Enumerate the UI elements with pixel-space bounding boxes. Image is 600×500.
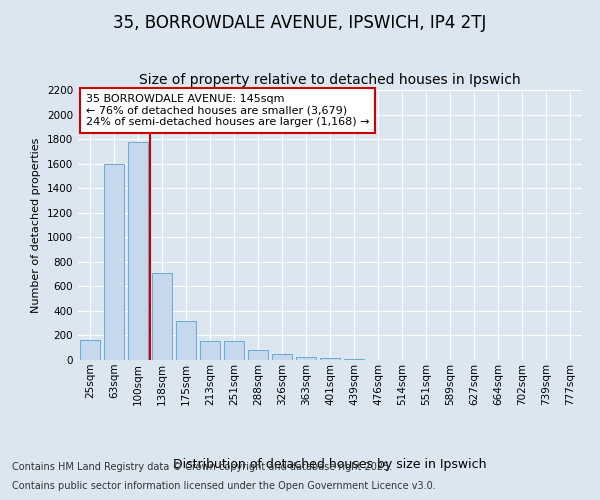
Bar (152, 273, 172, 360)
Bar (176, 322, 196, 360)
Text: 35, BORROWDALE AVENUE, IPSWICH, IP4 2TJ: 35, BORROWDALE AVENUE, IPSWICH, IP4 2TJ (113, 14, 487, 32)
Bar (320, 358, 340, 360)
Y-axis label: Number of detached properties: Number of detached properties (31, 138, 41, 312)
Bar (224, 341, 244, 360)
Bar (104, 164, 124, 360)
Bar (344, 359, 364, 360)
Bar (80, 340, 100, 360)
Text: Contains HM Land Registry data © Crown copyright and database right 2025.: Contains HM Land Registry data © Crown c… (12, 462, 392, 472)
Title: Size of property relative to detached houses in Ipswich: Size of property relative to detached ho… (139, 74, 521, 88)
Text: 35 BORROWDALE AVENUE: 145sqm
← 76% of detached houses are smaller (3,679)
24% of: 35 BORROWDALE AVENUE: 145sqm ← 76% of de… (86, 94, 369, 127)
Bar (296, 357, 316, 360)
Text: Contains public sector information licensed under the Open Government Licence v3: Contains public sector information licen… (12, 481, 436, 491)
Bar (200, 341, 220, 360)
Bar (128, 142, 148, 360)
Bar (248, 350, 268, 360)
X-axis label: Distribution of detached houses by size in Ipswich: Distribution of detached houses by size … (173, 458, 487, 470)
Bar (272, 354, 292, 360)
